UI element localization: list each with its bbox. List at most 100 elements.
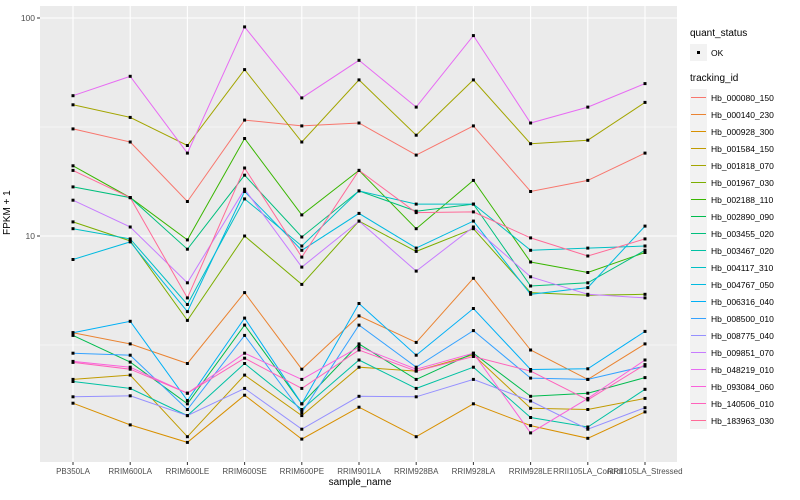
legend-item-label: Hb_003467_020 [711, 245, 774, 256]
data-point [643, 296, 647, 300]
line-key-icon [690, 208, 707, 225]
data-point [71, 333, 75, 337]
data-point [643, 358, 647, 362]
data-point [643, 342, 647, 346]
data-point [128, 319, 132, 323]
line-key-icon [690, 293, 707, 310]
data-point [300, 140, 304, 144]
data-point [529, 394, 533, 398]
data-point [529, 275, 533, 279]
legend-item-label: Hb_001818_070 [711, 160, 774, 171]
data-point [243, 234, 247, 238]
data-point [243, 356, 247, 360]
data-point [357, 358, 361, 362]
data-point [414, 369, 418, 373]
data-point [357, 405, 361, 409]
data-point [529, 236, 533, 240]
data-point [471, 227, 475, 231]
data-point [300, 96, 304, 100]
data-point [529, 406, 533, 410]
data-point [300, 386, 304, 390]
data-point [185, 399, 189, 402]
legend-item: Hb_002890_090 [690, 208, 798, 225]
data-point [71, 127, 75, 131]
data-point [643, 396, 647, 400]
data-point [128, 394, 132, 398]
legend-item-label: Hb_048219_010 [711, 364, 774, 375]
legend-item-label: Hb_001967_030 [711, 177, 774, 188]
legend-item: Hb_001818_070 [690, 157, 798, 174]
line-key-icon [690, 157, 707, 174]
line-key-icon [690, 361, 707, 378]
data-point [243, 173, 247, 177]
data-point [643, 387, 647, 391]
data-point [586, 254, 590, 258]
legend-item: Hb_004767_050 [690, 276, 798, 293]
data-point [586, 398, 590, 402]
data-point [128, 360, 132, 364]
data-point [414, 153, 418, 157]
data-point [586, 391, 590, 395]
data-point [414, 249, 418, 253]
legend-item-label: Hb_009851_070 [711, 347, 774, 358]
data-point [357, 78, 361, 82]
data-point [471, 307, 475, 310]
data-point [128, 240, 132, 244]
data-point [414, 202, 418, 206]
data-point [357, 121, 361, 125]
data-point [185, 296, 189, 300]
line-key-icon [690, 412, 707, 429]
data-point [71, 220, 75, 224]
legend-item-label: Hb_003455_020 [711, 228, 774, 239]
data-point [243, 362, 247, 365]
data-point [357, 314, 361, 318]
data-point [586, 436, 590, 440]
data-point [71, 103, 75, 107]
x-tick-label: RRII105LA_Stressed [607, 467, 682, 476]
data-point [128, 423, 132, 427]
data-point [414, 211, 418, 215]
data-point [357, 348, 361, 352]
data-point [586, 427, 590, 431]
y-tick-label: 10 [26, 231, 36, 241]
data-point [357, 302, 361, 305]
data-point [586, 286, 590, 290]
legend-item-ok: OK [690, 44, 798, 61]
data-point [300, 248, 304, 252]
data-point [185, 362, 189, 365]
data-point [243, 166, 247, 170]
data-point [71, 227, 75, 231]
data-point [185, 440, 189, 444]
data-point [185, 151, 189, 155]
data-point [357, 365, 361, 369]
legend-item: Hb_000140_230 [690, 106, 798, 123]
data-point [71, 164, 75, 168]
data-point [471, 225, 475, 229]
y-tick-label: 100 [21, 13, 35, 23]
data-point [643, 82, 647, 86]
data-point [414, 246, 418, 250]
data-point [586, 408, 590, 411]
line-key-icon [690, 174, 707, 191]
legend-item: Hb_140506_010 [690, 395, 798, 412]
data-point [414, 367, 418, 371]
data-point [643, 251, 647, 254]
data-point [414, 386, 418, 390]
line-key-icon [690, 378, 707, 395]
data-point [185, 238, 189, 242]
data-point [471, 219, 475, 223]
data-point [71, 377, 75, 381]
legend-item-label: Hb_001584_150 [711, 143, 774, 154]
data-point [471, 329, 475, 333]
legend-item: Hb_008500_010 [690, 310, 798, 327]
data-point [529, 292, 533, 296]
data-point [243, 386, 247, 390]
data-point [414, 353, 418, 357]
data-point [643, 237, 647, 241]
legend-items: Hb_000080_150 Hb_000140_230 Hb_000928_300 H… [690, 89, 798, 429]
data-point [643, 406, 647, 410]
data-point [529, 190, 533, 193]
data-point [529, 142, 533, 146]
data-point [586, 105, 590, 109]
x-axis-title: sample_name [328, 477, 392, 488]
